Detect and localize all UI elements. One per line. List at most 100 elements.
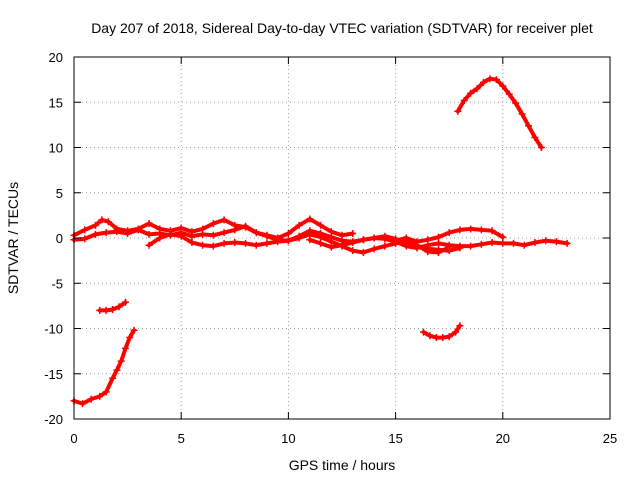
data-point xyxy=(552,238,560,246)
data-point xyxy=(252,229,260,237)
y-tick-label: -15 xyxy=(44,367,63,382)
data-point xyxy=(359,236,367,244)
data-point xyxy=(454,107,462,115)
data-point xyxy=(467,242,475,250)
data-point xyxy=(104,218,112,226)
data-point xyxy=(113,228,121,236)
data-point xyxy=(563,239,571,247)
data-point xyxy=(424,236,432,244)
data-point xyxy=(126,334,134,342)
series-trace xyxy=(455,76,544,150)
series-track-f xyxy=(70,326,138,408)
data-point xyxy=(370,245,378,253)
chart-title: Day 207 of 2018, Sidereal Day-to-day VTE… xyxy=(91,20,593,36)
data-point xyxy=(220,229,228,237)
y-tick-label: 5 xyxy=(56,186,63,201)
data-point xyxy=(145,220,153,228)
y-tick-label: -20 xyxy=(44,412,63,427)
x-tick-label: 10 xyxy=(281,431,295,446)
data-point xyxy=(426,332,434,340)
data-point xyxy=(477,226,485,234)
data-point xyxy=(512,99,520,107)
data-point xyxy=(327,243,335,251)
data-point xyxy=(456,242,464,250)
data-point xyxy=(199,230,207,238)
data-point xyxy=(531,239,539,247)
y-tick-label: 20 xyxy=(49,50,63,65)
data-point xyxy=(188,232,196,240)
data-point xyxy=(402,234,410,242)
data-point xyxy=(392,237,400,245)
series-track-a xyxy=(70,215,357,242)
data-point xyxy=(445,229,453,237)
data-point xyxy=(467,89,475,97)
data-point xyxy=(531,134,539,142)
data-point xyxy=(542,237,550,245)
data-point xyxy=(460,96,468,104)
data-point xyxy=(109,305,117,313)
data-point xyxy=(87,395,95,403)
data-point xyxy=(537,144,545,151)
data-point xyxy=(525,122,533,130)
data-point xyxy=(166,230,174,238)
data-point xyxy=(510,239,518,247)
data-point xyxy=(381,242,389,250)
data-point xyxy=(456,226,464,234)
data-point xyxy=(295,221,303,229)
data-point xyxy=(349,229,357,237)
y-tick-labels: 20 15 10 5 0 -5 -10 -15 -20 xyxy=(44,50,63,427)
data-point xyxy=(79,400,87,408)
data-point xyxy=(434,233,442,241)
data-point xyxy=(156,234,164,242)
data-point xyxy=(492,76,500,84)
data-point xyxy=(115,303,123,311)
data-point xyxy=(263,232,271,240)
data-point xyxy=(488,227,496,235)
data-point xyxy=(419,328,427,336)
data-point xyxy=(284,237,292,245)
data-point xyxy=(81,226,89,234)
y-tick-label: -5 xyxy=(51,276,63,291)
data-point xyxy=(434,239,442,247)
data-point xyxy=(145,230,153,238)
data-point xyxy=(91,221,99,229)
data-series xyxy=(70,75,571,408)
data-point xyxy=(520,241,528,249)
data-point xyxy=(130,326,138,334)
data-point xyxy=(505,90,513,98)
data-point xyxy=(413,238,421,246)
data-point xyxy=(445,241,453,249)
data-point xyxy=(252,241,260,249)
data-point xyxy=(349,239,357,247)
series-track-i xyxy=(454,75,545,151)
data-point xyxy=(98,216,106,224)
data-point xyxy=(445,333,453,341)
data-point xyxy=(91,230,99,238)
y-tick-label: -10 xyxy=(44,322,63,337)
y-axis-label: SDTVAR / TECUs xyxy=(5,182,21,294)
data-point xyxy=(284,229,292,237)
data-point xyxy=(381,235,389,243)
series-track-h xyxy=(419,322,464,342)
data-point xyxy=(242,239,250,247)
data-point xyxy=(102,388,110,396)
data-point xyxy=(121,344,129,352)
data-point xyxy=(121,298,129,306)
data-point xyxy=(413,244,421,252)
x-tick-label: 20 xyxy=(496,431,510,446)
data-point xyxy=(402,242,410,250)
axis-ticks xyxy=(73,56,611,420)
data-point xyxy=(231,226,239,234)
data-point xyxy=(359,248,367,256)
data-point xyxy=(317,233,325,241)
series-trace xyxy=(72,328,136,406)
data-point xyxy=(209,231,217,239)
data-point xyxy=(473,85,481,93)
data-point xyxy=(439,334,447,342)
data-point xyxy=(81,235,89,243)
series-track-e xyxy=(392,225,507,246)
data-point xyxy=(338,241,346,249)
data-point xyxy=(480,78,488,86)
x-tick-label: 15 xyxy=(388,431,402,446)
y-tick-label: 10 xyxy=(49,141,63,156)
